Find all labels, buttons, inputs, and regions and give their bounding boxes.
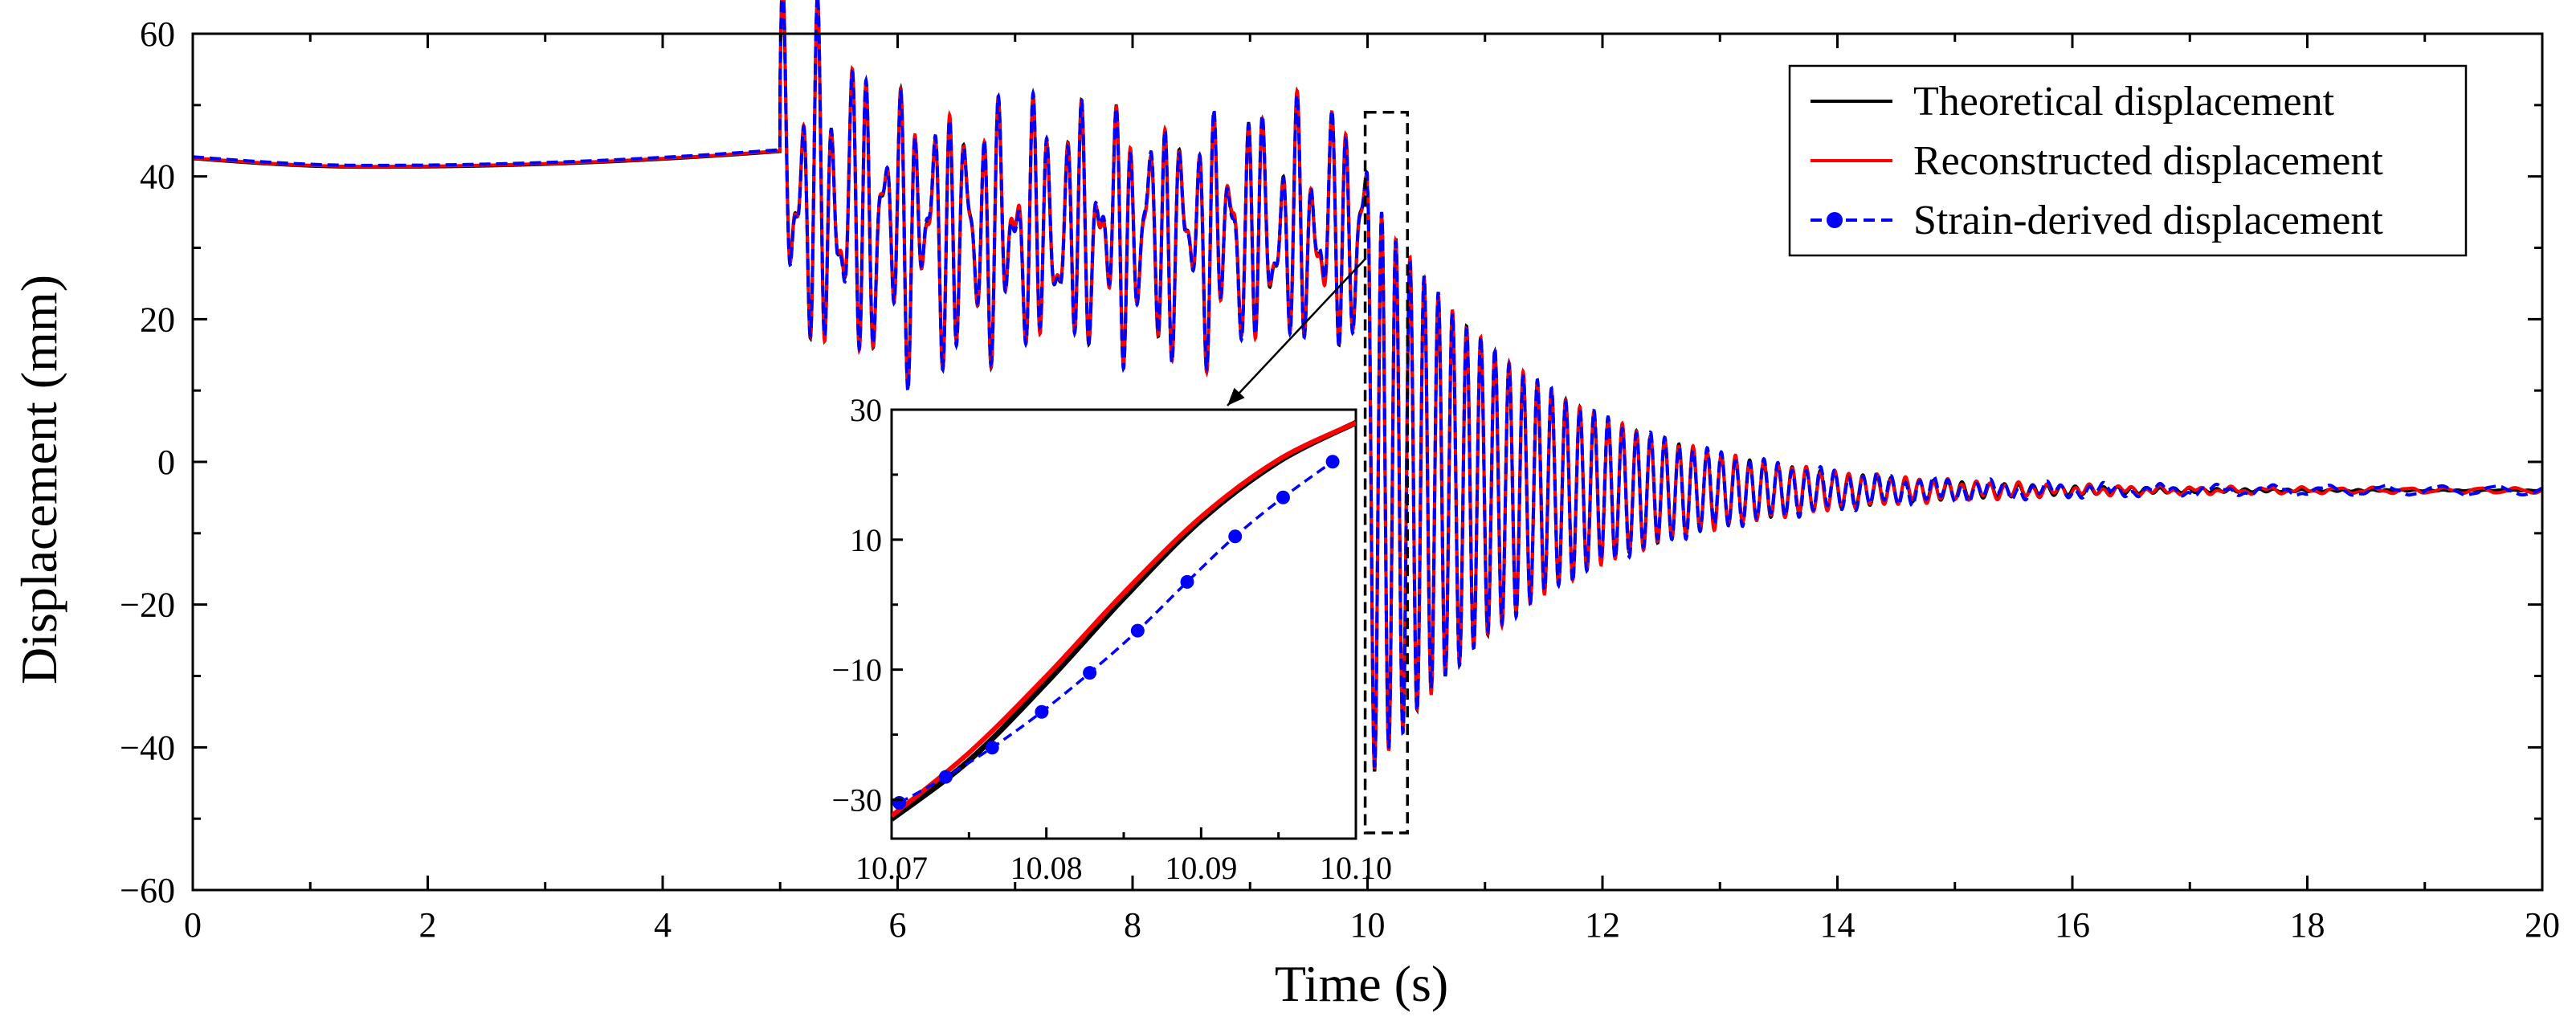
legend-label: Theoretical displacement: [1913, 79, 2335, 125]
inset-marker-strain-derived: [892, 796, 907, 810]
zoom-arrow-head: [1227, 387, 1245, 406]
inset-marker-strain-derived: [1276, 490, 1290, 504]
inset-y-tick-label: 10: [850, 522, 882, 558]
inset-x-tick-label: 10.10: [1320, 850, 1392, 886]
zoom-arrow: [1227, 258, 1366, 406]
main-series-layer: [192, 0, 2543, 772]
inset-chart-layer: 10.07 10.08 10.09 10.10 −30 −10 10 30: [831, 392, 1392, 886]
inset-y-tick-label: 30: [850, 392, 882, 428]
inset-line-strain-derived: [898, 460, 1334, 805]
y-tick-label: −40: [120, 728, 175, 767]
legend-item: Strain-derived displacement: [1811, 198, 2383, 243]
inset-marker-strain-derived: [985, 741, 999, 755]
inset-x-tick-label: 10.07: [855, 850, 928, 886]
inset-frame: [890, 408, 1357, 840]
x-tick-label: 4: [654, 905, 672, 945]
inset-line-reconstructed: [892, 420, 1356, 819]
x-tick-label: 20: [2525, 905, 2560, 945]
main-axes-layer: 0 2 4 6 8 10 12 14 16 18 20 −60 −40 −20 0 20 40 60: [120, 14, 2560, 945]
legend-marker-sample: [1827, 212, 1843, 228]
inset-x-tick-label: 10.09: [1165, 850, 1237, 886]
legend-layer: Theoretical displacement Reconstructed di…: [1788, 64, 2468, 257]
x-tick-label: 14: [1820, 905, 1855, 945]
y-axis-title: Displacement (mm): [10, 275, 67, 684]
inset-y-tick-label: −30: [831, 782, 882, 818]
inset-x-tick-label: 10.08: [1010, 850, 1083, 886]
x-axis-title: Time (s): [1275, 955, 1448, 1012]
y-tick-label: 60: [140, 14, 175, 54]
y-tick-label: 20: [140, 300, 175, 339]
inset-marker-strain-derived: [1035, 704, 1049, 719]
legend-label: Strain-derived displacement: [1913, 198, 2383, 243]
inset-y-tick-label: −10: [831, 652, 882, 688]
inset-series-group: [892, 420, 1356, 822]
zoom-box: [1363, 110, 1409, 835]
x-tick-label: 6: [889, 905, 907, 945]
inset-marker-strain-derived: [1083, 666, 1097, 680]
x-tick-label: 8: [1124, 905, 1141, 945]
legend-label: Reconstructed displacement: [1913, 138, 2383, 184]
zoom-arrow-line: [1227, 258, 1366, 406]
x-tick-label: 18: [2290, 905, 2325, 945]
legend-item: Theoretical displacement: [1811, 79, 2335, 125]
x-tick-label: 16: [2055, 905, 2090, 945]
x-tick-label: 12: [1585, 905, 1620, 945]
y-tick-label: −60: [120, 871, 175, 910]
y-tick-label: −20: [120, 586, 175, 625]
legend-box: [1788, 64, 2468, 257]
series-line-strain-derived: [192, 0, 2543, 768]
inset-marker-strain-derived: [1325, 455, 1340, 469]
y-tick-label: 0: [157, 443, 175, 482]
inset-marker-strain-derived: [1180, 574, 1194, 589]
inset-marker-strain-derived: [938, 770, 953, 784]
inset-marker-strain-derived: [1130, 623, 1145, 638]
y-tick-label: 40: [140, 157, 175, 197]
x-tick-label: 2: [419, 905, 437, 945]
zoom-indicator-layer: [1227, 110, 1409, 835]
inset-marker-strain-derived: [1228, 529, 1243, 544]
x-tick-label: 0: [184, 905, 202, 945]
x-tick-label: 10: [1350, 905, 1386, 945]
legend-item: Reconstructed displacement: [1811, 138, 2383, 184]
